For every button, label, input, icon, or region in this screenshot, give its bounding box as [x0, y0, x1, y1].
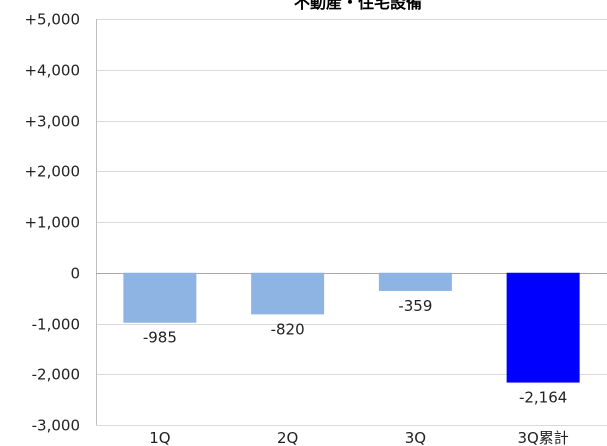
x-category-label: 1Q: [149, 429, 170, 446]
data-label: -985: [143, 329, 177, 347]
y-tick-label: -1,000: [32, 316, 80, 334]
y-tick-label: +2,000: [24, 163, 80, 181]
bar-1: [123, 272, 197, 323]
data-label: -820: [271, 320, 305, 338]
y-tick-labels: +5,000 +4,000 +3,000 +2,000 +1,000 0 -1,000 -2,…: [24, 11, 80, 435]
data-label: -359: [398, 297, 432, 315]
x-category-label: 3Q: [405, 429, 426, 446]
bar-2: [251, 272, 325, 315]
x-category-label: 2Q: [277, 429, 298, 446]
y-tick-label: +5,000: [24, 11, 80, 29]
y-tick-label: -3,000: [32, 417, 80, 435]
chart-title: 不動産・住宅設備: [294, 0, 422, 12]
y-tick-label: 0: [70, 265, 80, 283]
data-label: -2,164: [519, 389, 567, 407]
bars: [123, 272, 580, 383]
y-tick-label: +1,000: [24, 214, 80, 232]
bar-4: [506, 272, 580, 383]
x-category-label: 3Q累計: [517, 429, 568, 446]
y-tick-label: -2,000: [32, 366, 80, 384]
bar-3: [378, 272, 452, 291]
category-labels: 1Q 2Q 3Q 3Q累計: [149, 429, 569, 446]
y-tick-label: +3,000: [24, 113, 80, 131]
data-labels: -985 -820 -359 -2,164: [143, 297, 567, 407]
y-tick-label: +4,000: [24, 62, 80, 80]
